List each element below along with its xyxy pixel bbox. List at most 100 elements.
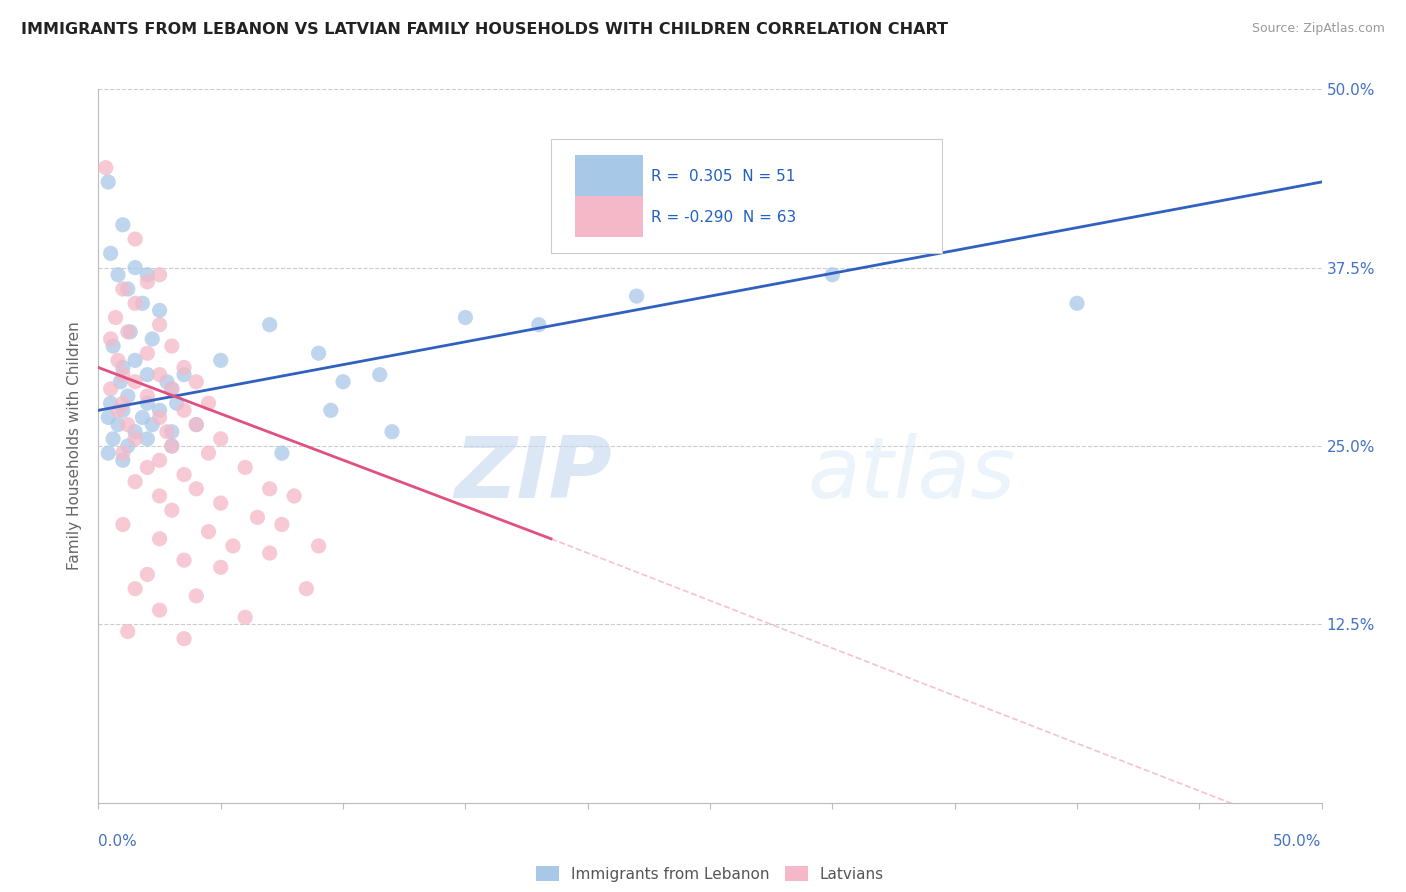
Point xyxy=(160,439,183,453)
Text: 0.0%: 0.0% xyxy=(98,834,138,849)
Point xyxy=(1066,296,1088,310)
Text: IMMIGRANTS FROM LEBANON VS LATVIAN FAMILY HOUSEHOLDS WITH CHILDREN CORRELATION C: IMMIGRANTS FROM LEBANON VS LATVIAN FAMIL… xyxy=(21,22,948,37)
Point xyxy=(100,246,122,260)
Point xyxy=(136,346,159,360)
Point xyxy=(197,524,219,539)
Point xyxy=(136,368,159,382)
Point xyxy=(368,368,391,382)
Point xyxy=(270,517,294,532)
Point xyxy=(186,589,208,603)
Point xyxy=(107,353,129,368)
Point xyxy=(626,289,648,303)
Point xyxy=(131,296,153,310)
Point xyxy=(156,425,179,439)
Point xyxy=(160,439,183,453)
Point xyxy=(149,318,172,332)
FancyBboxPatch shape xyxy=(551,139,942,253)
Point xyxy=(160,425,183,439)
Point xyxy=(209,560,232,574)
Point xyxy=(100,332,122,346)
Point xyxy=(149,453,172,467)
Point xyxy=(111,403,134,417)
Point xyxy=(166,396,188,410)
Text: ZIP: ZIP xyxy=(454,433,612,516)
Point xyxy=(186,482,208,496)
Point xyxy=(186,417,208,432)
Point xyxy=(149,303,172,318)
FancyBboxPatch shape xyxy=(575,195,643,237)
Point xyxy=(295,582,318,596)
Point xyxy=(111,453,134,467)
Point xyxy=(149,403,172,417)
Point xyxy=(149,489,172,503)
Point xyxy=(136,275,159,289)
Point xyxy=(124,232,146,246)
Point xyxy=(149,532,172,546)
Point xyxy=(124,296,146,310)
Text: Source: ZipAtlas.com: Source: ZipAtlas.com xyxy=(1251,22,1385,36)
Point xyxy=(136,567,159,582)
Point xyxy=(120,325,142,339)
Point xyxy=(259,318,281,332)
Point xyxy=(111,282,134,296)
Point xyxy=(270,446,294,460)
Point xyxy=(107,417,129,432)
Text: 50.0%: 50.0% xyxy=(1274,834,1322,849)
Point xyxy=(332,375,354,389)
Point xyxy=(308,346,330,360)
Point xyxy=(173,403,195,417)
Point xyxy=(173,467,195,482)
Point xyxy=(197,396,219,410)
Point xyxy=(124,475,146,489)
Point xyxy=(111,517,134,532)
Point xyxy=(209,432,232,446)
Point xyxy=(117,439,139,453)
Point xyxy=(111,446,134,460)
Point xyxy=(110,375,132,389)
Point xyxy=(308,539,330,553)
Point xyxy=(124,432,146,446)
Point xyxy=(136,460,159,475)
Point xyxy=(319,403,342,417)
Point xyxy=(101,339,124,353)
Text: R =  0.305  N = 51: R = 0.305 N = 51 xyxy=(651,169,796,184)
Point xyxy=(107,268,129,282)
Point xyxy=(160,382,183,396)
Point xyxy=(111,396,134,410)
Point xyxy=(149,368,172,382)
Point xyxy=(821,268,844,282)
Point xyxy=(149,410,172,425)
Point xyxy=(156,375,179,389)
Point xyxy=(117,624,139,639)
Point xyxy=(233,610,256,624)
Point xyxy=(527,318,550,332)
Point xyxy=(209,496,232,510)
Point xyxy=(111,218,134,232)
Point xyxy=(233,460,256,475)
Point xyxy=(117,325,139,339)
Text: R = -0.290  N = 63: R = -0.290 N = 63 xyxy=(651,211,797,225)
Point xyxy=(111,360,134,375)
Point xyxy=(160,382,183,396)
Point xyxy=(259,482,281,496)
Point xyxy=(149,603,172,617)
Point xyxy=(173,553,195,567)
Point xyxy=(117,282,139,296)
Legend: Immigrants from Lebanon, Latvians: Immigrants from Lebanon, Latvians xyxy=(530,860,890,888)
Point xyxy=(97,175,120,189)
Point xyxy=(173,632,195,646)
Point xyxy=(283,489,305,503)
Point xyxy=(381,425,404,439)
Point xyxy=(454,310,477,325)
Point xyxy=(149,268,172,282)
Point xyxy=(259,546,281,560)
Point xyxy=(136,268,159,282)
Point xyxy=(124,260,146,275)
Point xyxy=(160,503,183,517)
Point xyxy=(136,396,159,410)
Point xyxy=(136,432,159,446)
Point xyxy=(209,353,232,368)
Point xyxy=(124,353,146,368)
Point xyxy=(124,425,146,439)
Point xyxy=(100,396,122,410)
